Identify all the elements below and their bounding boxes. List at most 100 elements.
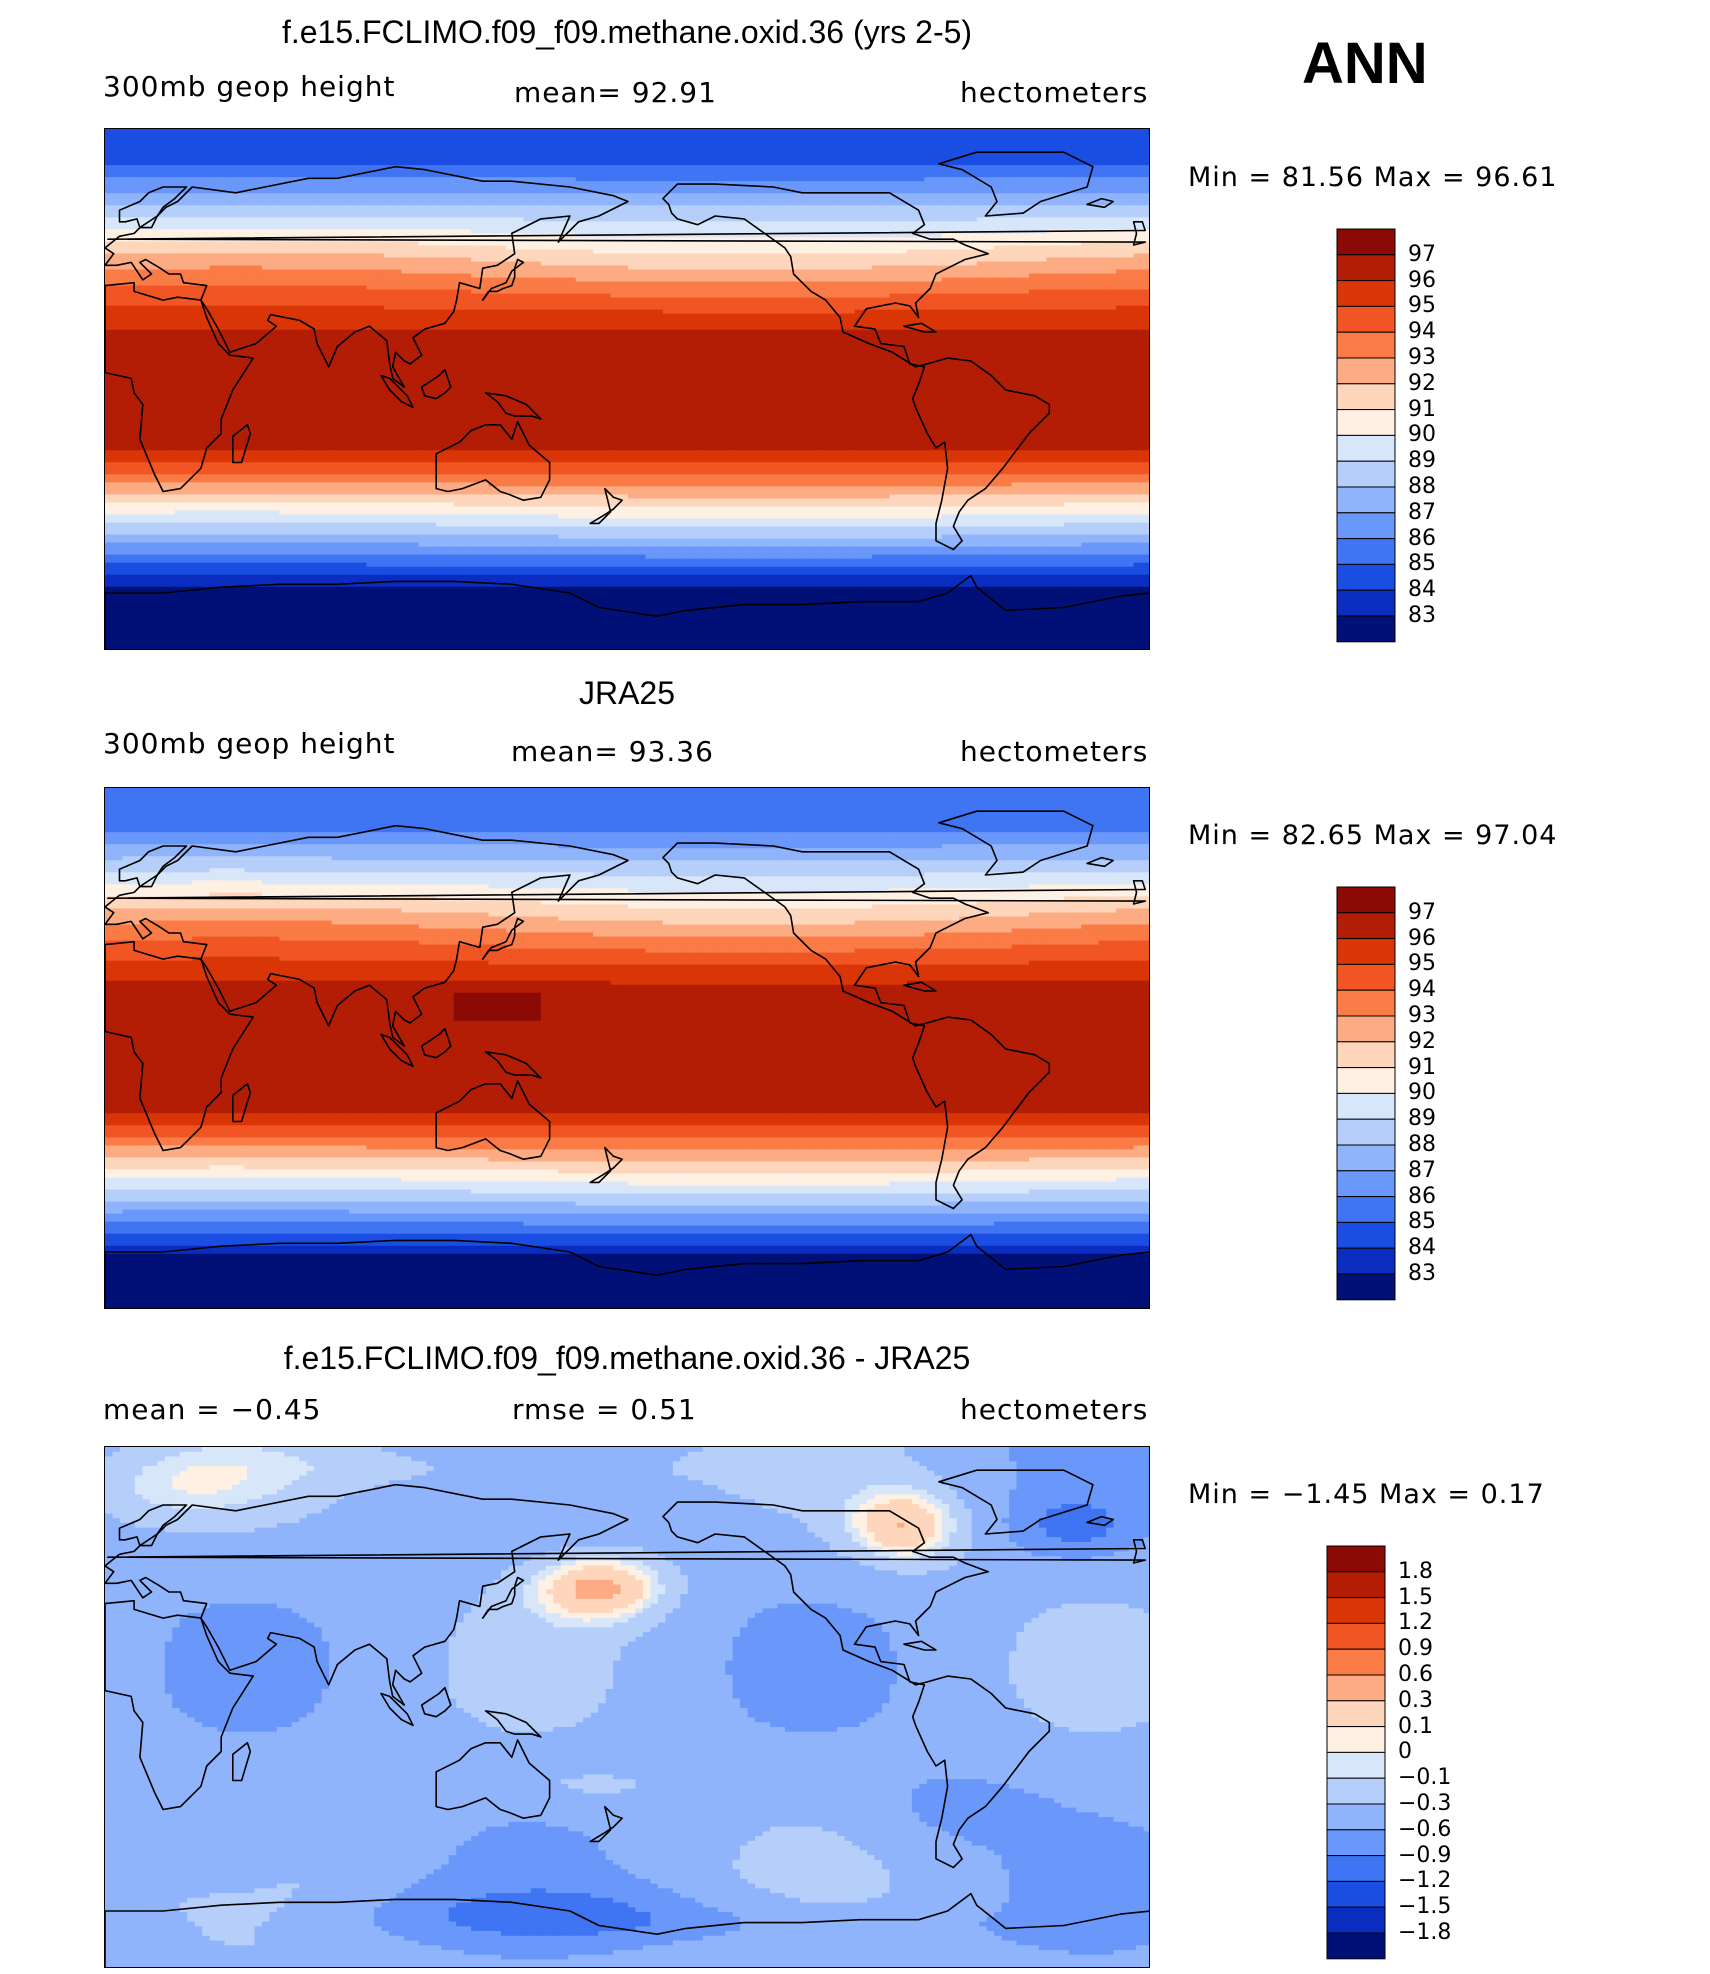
colorbar-swatch [1336,1144,1396,1172]
colorbar-label: 0.1 [1398,1715,1433,1738]
coastline [662,842,1051,1210]
coastline [420,368,452,400]
colorbar-label: 1.2 [1398,1612,1433,1634]
colorbar-swatch [1336,1247,1396,1275]
colorbar-label: −0.1 [1398,1767,1451,1789]
colorbar-label: 1.8 [1398,1560,1433,1583]
colorbar-swatch [1336,589,1396,617]
colorbar-swatch [1336,1196,1396,1223]
coastline [420,1027,452,1059]
colorbar-swatch [1326,1726,1386,1753]
coastline [105,1483,629,1706]
panel1-minmax: Min = 81.56 Max = 96.61 [1188,162,1557,193]
colorbar-swatch [1326,1597,1386,1624]
coastline [484,392,542,420]
coastline [232,424,252,464]
colorbar-swatch [1336,963,1396,991]
colorbar-swatch [1336,563,1396,591]
colorbar-swatch [1336,357,1396,385]
panel3-mean-label: mean = −0.45 [103,1393,321,1426]
panel3-map [104,1446,1150,1968]
colorbar-label: 85 [1408,553,1436,575]
colorbar-label: 0 [1398,1741,1412,1763]
colorbar-swatch [1326,1777,1386,1805]
coastline [481,258,525,301]
colorbar-swatch [1336,383,1396,411]
colorbar-swatch [1336,538,1396,565]
coastline [105,281,254,493]
colorbar-swatch [1336,989,1396,1017]
coastline [435,1080,551,1160]
colorbar-swatch [1336,254,1396,282]
coastline [380,374,414,409]
panel2-mean-label: mean= 93.36 [511,735,714,768]
colorbar-swatch [1336,886,1396,914]
panel1-units-label: hectometers [960,76,1148,109]
colorbar-swatch [1336,1092,1396,1120]
colorbar-swatch [1336,1170,1396,1198]
panel1-title: f.e15.FCLIMO.f09_f09.methane.oxid.36 (yr… [104,14,1150,51]
coastline [380,1033,414,1068]
colorbar-label: −1.5 [1398,1896,1451,1918]
coastline [105,1892,1149,1967]
coastline [1086,856,1114,868]
coastline [105,1599,254,1811]
coastline [903,981,937,992]
colorbar-label: 95 [1408,953,1436,975]
colorbar-label: 89 [1408,450,1436,472]
coastline [107,221,1146,246]
colorbar-swatch [1336,486,1396,514]
colorbar-swatch [1336,1015,1396,1043]
coastline [435,421,551,501]
colorbar-label: 86 [1408,527,1436,550]
colorbar-label: −1.8 [1398,1922,1451,1944]
coastline [481,1576,525,1619]
colorbar-swatch [1326,1751,1386,1779]
colorbar-label: 97 [1408,243,1436,266]
colorbar-swatch [1326,1622,1386,1650]
colorbar-swatch [1326,1906,1386,1934]
coastline [484,1051,542,1079]
coastline [380,1692,414,1727]
season-label: ANN [1302,30,1428,97]
colorbar-swatch [1336,1067,1396,1094]
coastline [1086,1515,1114,1527]
coastline [903,322,937,333]
colorbar-label: 90 [1408,424,1436,446]
colorbar-swatch [1336,280,1396,307]
colorbar-label: 88 [1408,476,1436,498]
panel2-title: JRA25 [104,675,1150,712]
colorbar-label: −0.9 [1398,1844,1451,1867]
colorbar-swatch [1326,1829,1386,1857]
colorbar-swatch [1326,1648,1386,1676]
colorbar-swatch [1336,938,1396,965]
coastline [105,1233,1149,1308]
colorbar-swatch [1336,331,1396,359]
coastline [589,1146,623,1184]
colorbar-swatch [1336,460,1396,488]
colorbar-label: 87 [1408,1159,1436,1182]
colorbar-label: 83 [1408,605,1436,627]
colorbar-label: 92 [1408,372,1436,395]
colorbar-swatch [1326,1880,1386,1908]
colorbar-swatch [1336,228,1396,256]
colorbar-label: 90 [1408,1082,1436,1104]
colorbar-label: 0.3 [1398,1689,1433,1712]
colorbar-label: 83 [1408,1263,1436,1285]
coastline [1086,197,1114,209]
panel1-map [104,128,1150,650]
colorbar-label: 0.6 [1398,1664,1433,1686]
colorbar-label: −1.2 [1398,1870,1451,1892]
coastline [589,1805,623,1843]
colorbar-label: 89 [1408,1108,1436,1130]
colorbar-label: 0.9 [1398,1638,1433,1660]
panel2-minmax: Min = 82.65 Max = 97.04 [1188,820,1557,851]
colorbar-label: 95 [1408,295,1436,317]
colorbar-swatch [1326,1545,1386,1573]
colorbar-swatch [1326,1932,1386,1960]
colorbar-swatch [1336,434,1396,462]
coastline [420,1686,452,1718]
colorbar-swatch [1336,305,1396,333]
colorbar-swatch [1326,1803,1386,1831]
coastline [107,1539,1146,1564]
